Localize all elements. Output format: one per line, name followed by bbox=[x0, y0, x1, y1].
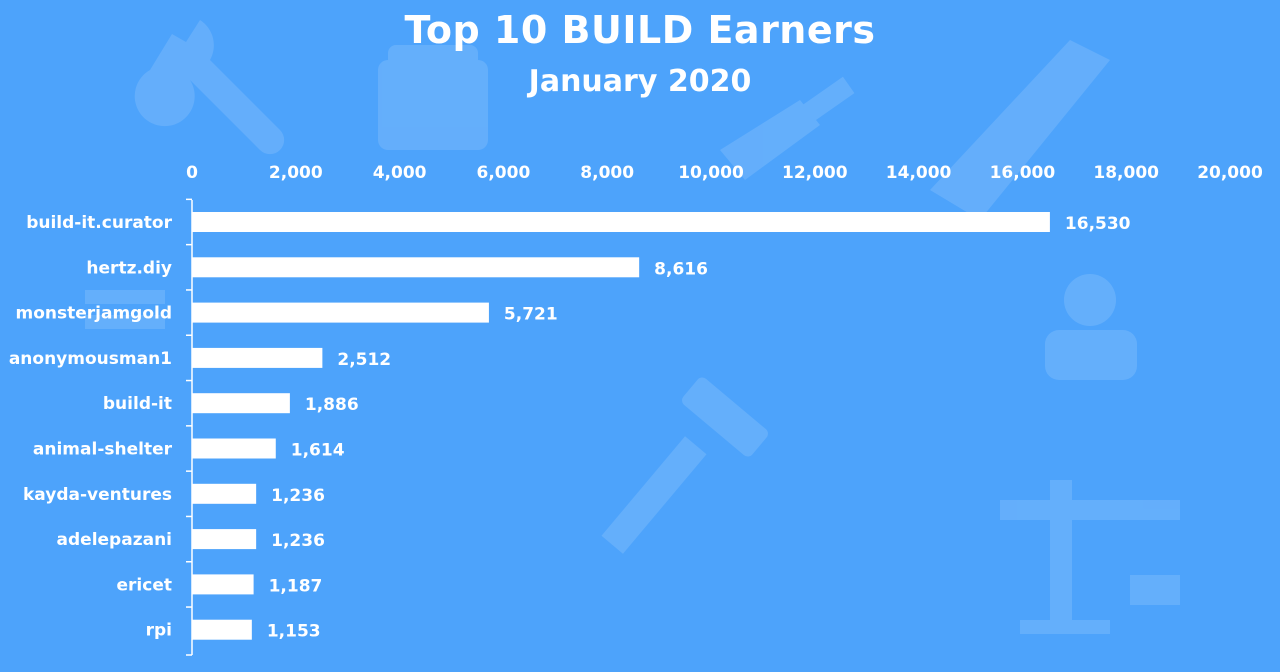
category-label: monsterjamgold bbox=[15, 304, 172, 324]
bar bbox=[192, 257, 640, 278]
category-label: kayda-ventures bbox=[23, 485, 172, 505]
x-tick-label: 14,000 bbox=[886, 163, 952, 183]
category-label: ericet bbox=[117, 575, 172, 595]
value-label: 16,530 bbox=[1065, 214, 1131, 234]
bar bbox=[192, 438, 276, 459]
worker-icon bbox=[1045, 274, 1137, 380]
bar bbox=[192, 212, 1050, 232]
paint-bucket-icon bbox=[378, 45, 488, 150]
category-label: animal-shelter bbox=[33, 440, 173, 460]
value-label: 1,236 bbox=[271, 531, 325, 551]
x-tick-label: 4,000 bbox=[373, 163, 427, 183]
value-label: 8,616 bbox=[654, 259, 708, 279]
x-tick-label: 10,000 bbox=[678, 163, 744, 183]
category-label: adelepazani bbox=[57, 530, 172, 550]
bar bbox=[192, 619, 252, 640]
category-label: build-it.curator bbox=[26, 213, 172, 233]
x-tick-label: 18,000 bbox=[1093, 163, 1159, 183]
value-label: 2,512 bbox=[337, 350, 391, 370]
x-tick-label: 8,000 bbox=[580, 163, 634, 183]
bar bbox=[192, 393, 290, 414]
category-label: anonymousman1 bbox=[9, 349, 172, 369]
value-label: 1,187 bbox=[269, 576, 323, 596]
bar bbox=[192, 483, 257, 504]
x-tick-label: 0 bbox=[186, 163, 198, 183]
bar bbox=[192, 347, 323, 368]
value-label: 5,721 bbox=[504, 305, 558, 325]
category-label: rpi bbox=[146, 621, 172, 641]
value-label: 1,153 bbox=[267, 622, 321, 642]
value-label: 1,236 bbox=[271, 486, 325, 506]
bar bbox=[192, 574, 254, 595]
category-label: build-it bbox=[103, 394, 172, 414]
bar bbox=[192, 302, 489, 323]
chart-title: Top 10 BUILD Earners bbox=[404, 8, 876, 52]
hammer-icon bbox=[601, 377, 768, 554]
screwdriver-icon bbox=[85, 290, 165, 329]
wrench-icon bbox=[134, 20, 285, 155]
paintbrush-icon bbox=[720, 76, 855, 180]
x-tick-label: 16,000 bbox=[990, 163, 1056, 183]
crane-icon bbox=[1000, 480, 1180, 634]
x-tick-label: 12,000 bbox=[782, 163, 848, 183]
x-tick-label: 2,000 bbox=[269, 163, 323, 183]
value-label: 1,886 bbox=[305, 395, 359, 415]
bar bbox=[192, 529, 257, 550]
category-label: hertz.diy bbox=[86, 258, 172, 278]
x-tick-label: 6,000 bbox=[477, 163, 531, 183]
x-tick-label: 20,000 bbox=[1197, 163, 1263, 183]
saw-icon bbox=[930, 40, 1110, 220]
value-label: 1,614 bbox=[291, 441, 345, 461]
chart-subtitle: January 2020 bbox=[528, 64, 752, 99]
